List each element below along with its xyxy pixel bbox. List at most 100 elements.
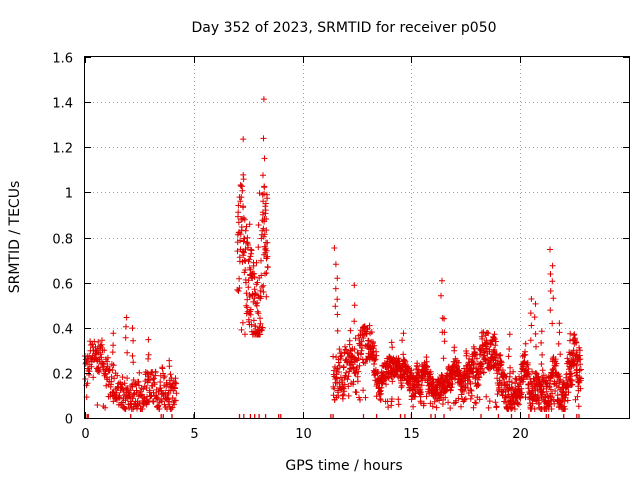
data-point — [538, 361, 545, 367]
data-point — [245, 284, 252, 291]
data-point — [492, 399, 499, 406]
data-point — [334, 275, 341, 282]
data-point — [549, 278, 556, 285]
data-point — [340, 363, 347, 370]
data-point — [334, 296, 341, 303]
data-point — [334, 327, 341, 334]
data-point — [237, 231, 244, 238]
data-point — [104, 363, 111, 370]
data-point — [242, 267, 249, 273]
data-point — [126, 404, 133, 411]
data-point — [577, 361, 584, 368]
data-point — [246, 292, 253, 298]
data-point — [260, 282, 267, 289]
data-point — [557, 351, 564, 358]
data-point — [235, 288, 242, 294]
data-point — [351, 318, 358, 325]
data-point — [99, 337, 105, 344]
data-point — [352, 335, 359, 342]
data-point — [337, 355, 344, 362]
data-point — [346, 337, 353, 344]
data-point — [502, 394, 509, 401]
data-point — [554, 374, 561, 381]
data-point — [567, 376, 574, 383]
data-point — [538, 339, 545, 346]
data-point — [485, 404, 492, 411]
data-point — [507, 364, 514, 371]
data-point — [461, 396, 468, 403]
data-point — [109, 349, 116, 356]
data-point — [348, 347, 355, 354]
data-point — [345, 392, 352, 399]
data-point — [122, 334, 129, 341]
data-point — [574, 376, 581, 383]
data-point — [257, 320, 264, 327]
data-point — [573, 349, 580, 356]
data-point — [418, 389, 425, 396]
data-point — [346, 362, 353, 369]
data-point — [255, 222, 262, 228]
x-tick-label: 20 — [512, 427, 529, 442]
data-point — [525, 365, 532, 372]
data-point — [256, 275, 263, 281]
data-point — [246, 221, 253, 228]
data-point — [145, 398, 152, 405]
data-point — [418, 400, 424, 406]
data-point — [562, 406, 569, 412]
data-point — [260, 289, 267, 295]
data-point — [247, 311, 254, 318]
data-point — [242, 227, 249, 234]
data-point — [439, 277, 445, 284]
data-point — [520, 361, 527, 367]
plot-frame — [84, 56, 630, 419]
data-point — [145, 351, 152, 358]
data-point — [240, 238, 247, 245]
data-point — [490, 364, 497, 371]
data-point — [477, 370, 484, 377]
data-point — [531, 314, 538, 321]
data-point — [350, 378, 357, 385]
data-point — [432, 394, 439, 401]
data-point — [449, 381, 456, 387]
data-point — [241, 257, 248, 264]
data-point — [447, 405, 454, 412]
data-point — [101, 347, 108, 354]
data-point — [455, 359, 462, 366]
data-point — [565, 389, 572, 396]
data-point — [341, 388, 348, 395]
data-point — [263, 293, 270, 300]
data-point — [247, 246, 254, 253]
data-point — [548, 406, 555, 412]
data-point — [155, 402, 162, 409]
data-point — [539, 367, 546, 374]
data-point — [572, 335, 579, 342]
data-point — [257, 331, 264, 338]
data-point — [478, 346, 485, 353]
data-point — [467, 395, 474, 402]
data-point — [549, 390, 556, 397]
data-point — [245, 277, 252, 284]
data-point — [445, 399, 452, 406]
data-point — [441, 338, 448, 345]
y-tick-label: 0.4 — [52, 323, 73, 338]
data-point — [235, 202, 242, 209]
data-point — [360, 335, 367, 341]
data-point — [332, 261, 339, 268]
data-point — [573, 339, 580, 346]
data-point — [110, 330, 117, 337]
data-point — [388, 365, 395, 371]
data-point — [244, 296, 251, 303]
data-point — [370, 352, 377, 359]
data-point — [244, 304, 251, 311]
data-point — [546, 401, 553, 408]
data-point — [395, 401, 402, 408]
data-point — [399, 363, 405, 370]
data-point — [144, 369, 151, 376]
data-point — [536, 397, 543, 404]
data-point — [355, 368, 362, 375]
data-point — [371, 369, 378, 376]
data-point — [461, 388, 467, 395]
data-point — [90, 374, 97, 381]
data-point — [476, 396, 483, 403]
data-point — [124, 375, 131, 382]
